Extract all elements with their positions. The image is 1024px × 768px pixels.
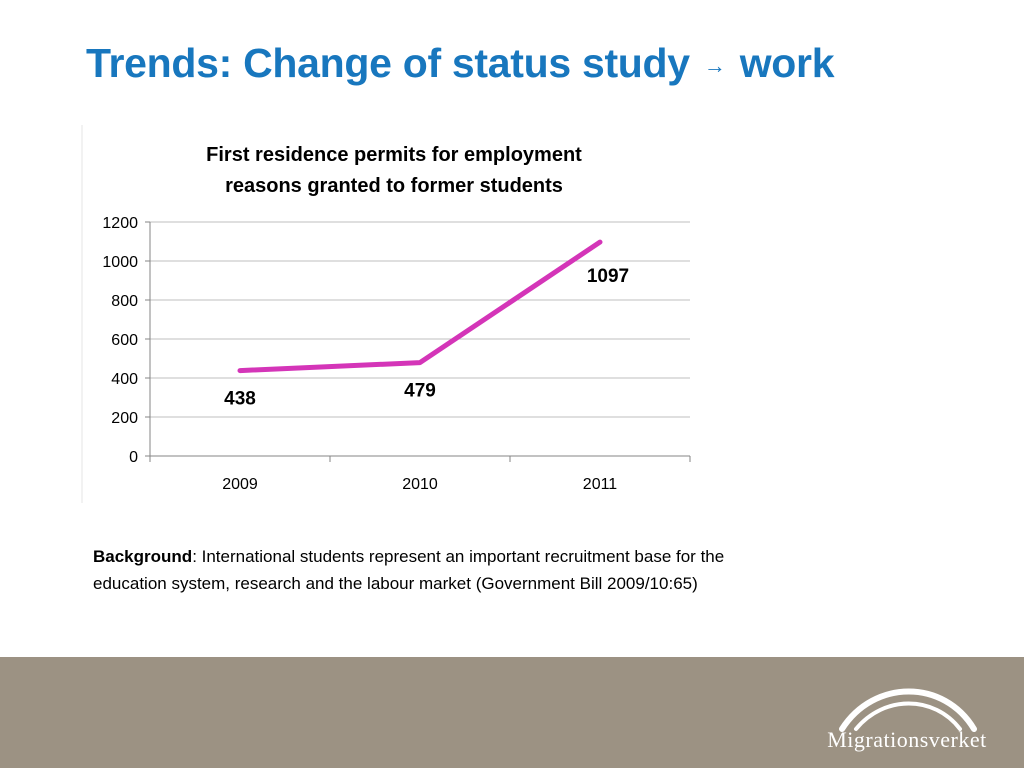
chart-title-line-1: First residence permits for employment [206,144,582,166]
y-tick-label: 600 [111,332,138,349]
series [237,239,603,374]
line-chart: First residence permits for employment r… [80,123,700,503]
background-note: Background: International students repre… [93,543,773,597]
y-tick-label: 200 [111,410,138,427]
footer-band: Migrationsverket [0,657,1024,768]
y-tick-label: 800 [111,293,138,310]
background-text: : International students represent an im… [93,547,725,593]
chart-svg: First residence permits for employment r… [81,125,691,503]
x-tick-label: 2011 [583,476,618,493]
data-label: 438 [224,389,256,410]
y-tick-label: 1000 [102,254,138,271]
data-label: 1097 [587,266,629,287]
title-end: work [739,40,835,86]
chart-title-line-2: reasons granted to former students [225,175,563,197]
migrationsverket-logo: Migrationsverket [812,677,1002,757]
x-tick-label: 2009 [222,476,258,493]
arrow-icon: → [703,53,726,78]
gridlines [150,221,690,418]
data-labels: 438 479 1097 [224,266,629,410]
x-axis-ticks: 2009 2010 2011 [149,456,691,493]
title-main: Trends: Change of status study [86,40,690,86]
data-label: 479 [404,381,436,402]
x-tick-label: 2010 [402,476,438,493]
slide-title: Trends: Change of status study → work [86,40,835,87]
background-label: Background [93,547,193,566]
y-axis-ticks: 0 200 400 600 800 1000 1200 [102,215,150,466]
series-line [237,239,603,374]
y-tick-label: 1200 [102,215,138,232]
y-tick-label: 400 [111,371,138,388]
arch-logo-icon [839,688,977,732]
logo-text: Migrationsverket [827,727,987,752]
y-tick-label: 0 [129,449,138,466]
